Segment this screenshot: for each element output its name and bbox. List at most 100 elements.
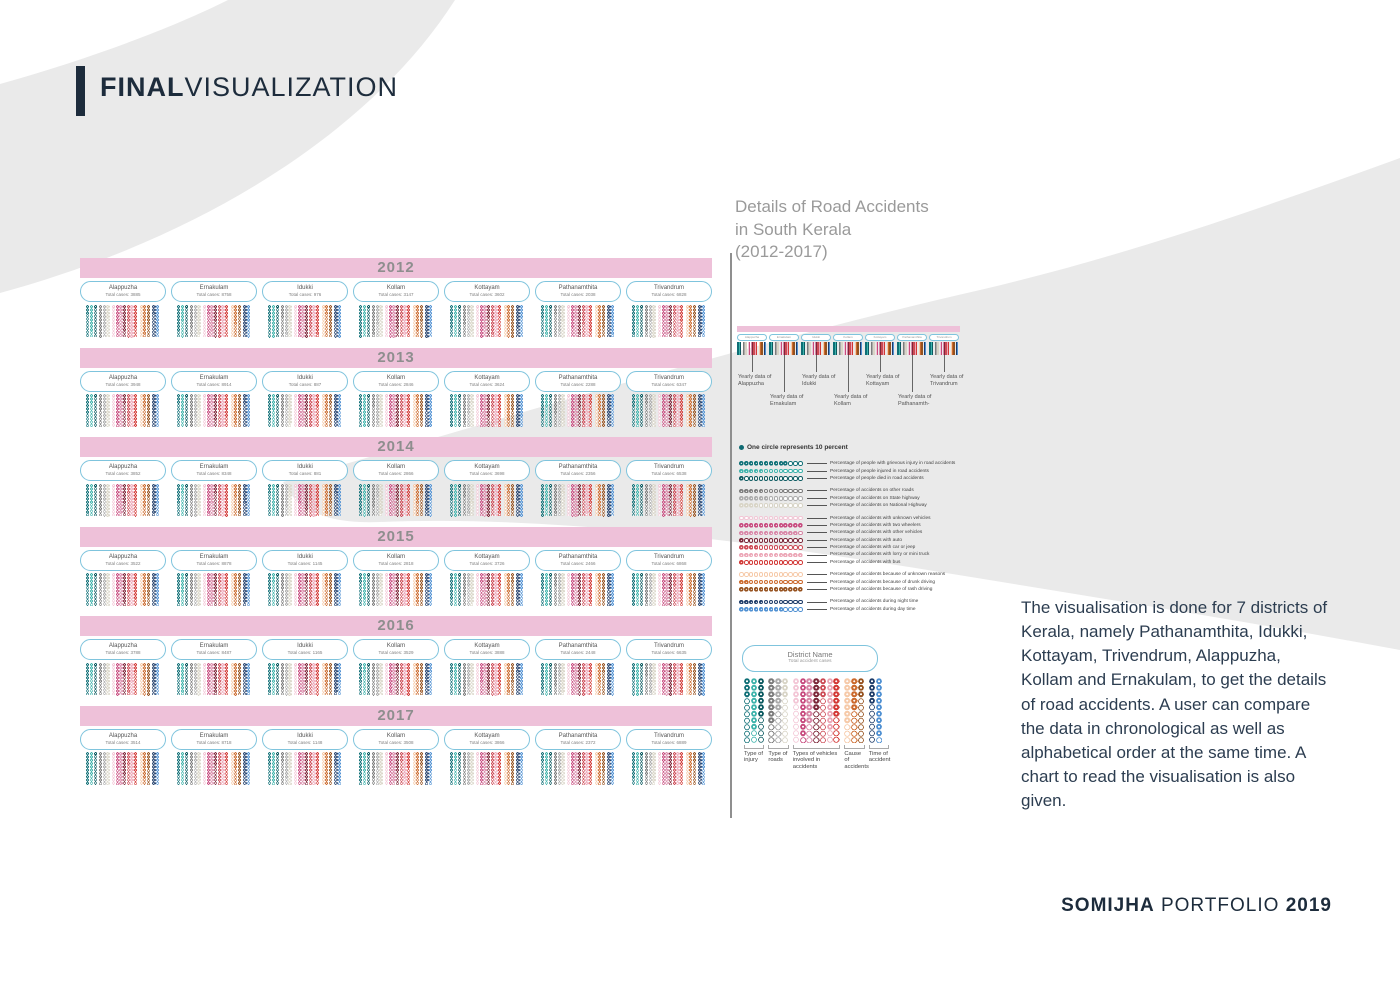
dot-outline-segment xyxy=(193,761,197,785)
dot-grid xyxy=(535,394,621,427)
dot-filled-segment xyxy=(598,483,602,510)
dot-filled-segment xyxy=(293,573,298,577)
dot-filled-segment xyxy=(305,662,309,683)
dot-column xyxy=(669,304,673,338)
dot-filled-segment xyxy=(466,483,470,514)
legend-row: Percentage of accidents with car or jeep xyxy=(739,544,949,551)
dot-filled-segment xyxy=(338,662,342,683)
legend-circle xyxy=(748,461,754,466)
dot-filled-segment xyxy=(657,752,662,756)
dot-filled-segment xyxy=(574,752,578,762)
dot-column xyxy=(210,662,214,696)
dot-filled-segment xyxy=(632,304,636,335)
dot-grid xyxy=(80,304,166,338)
dot-column xyxy=(366,662,370,696)
dot-outline-segment xyxy=(692,761,697,785)
dot-column xyxy=(156,573,160,606)
district-card-label: Kollam Total cases: 2818 xyxy=(353,549,439,571)
dot-outline-segment xyxy=(661,688,665,696)
dot-column xyxy=(321,573,325,606)
dot-outline-segment xyxy=(639,755,643,785)
dot-filled-segment xyxy=(578,662,582,679)
dot-column xyxy=(429,662,433,696)
district-total-cases: Total cases: 3885 xyxy=(105,292,141,298)
dot-column xyxy=(301,394,305,427)
legend-circle xyxy=(748,476,754,481)
dot-outline-segment xyxy=(680,692,684,696)
dot-filled-segment xyxy=(692,573,697,590)
dot-column xyxy=(379,752,383,785)
dot-outline-segment xyxy=(632,334,636,338)
dot-outline-segment xyxy=(293,755,298,785)
district-card-label: Ernakulam Total cases: 8487 xyxy=(171,639,257,660)
district-total-cases: Total cases: 1148 xyxy=(287,739,323,745)
legend-circle xyxy=(743,607,749,612)
dot-column xyxy=(293,573,298,606)
legend-circle xyxy=(773,552,779,558)
dot-outline-segment xyxy=(494,423,498,427)
dot-column xyxy=(375,662,379,696)
dot-outline-segment xyxy=(689,771,693,785)
dot-outline-segment xyxy=(184,665,188,696)
dot-outline-segment xyxy=(247,420,251,427)
legend-circle xyxy=(768,537,774,543)
dot-column xyxy=(407,662,411,696)
dot-outline-segment xyxy=(594,755,598,785)
legend-circle xyxy=(743,560,749,565)
dot-column xyxy=(123,483,127,517)
dot-filled-segment xyxy=(359,662,363,683)
legend-row: Percentage of accidents with bus xyxy=(739,559,949,566)
dot-filled-segment xyxy=(247,573,251,593)
dot-outline-segment xyxy=(247,493,251,517)
dot-column xyxy=(463,483,467,517)
dot-filled-segment xyxy=(554,483,558,514)
dot-column xyxy=(375,752,379,785)
dot-filled-segment xyxy=(379,662,383,686)
dot-filled-segment xyxy=(379,573,383,587)
legend-circle xyxy=(739,599,744,605)
legend-circle xyxy=(773,537,779,543)
dot-column xyxy=(214,304,218,338)
dot-outline-segment xyxy=(123,775,127,785)
dot-column xyxy=(450,304,454,338)
mini-color-bar xyxy=(802,341,804,355)
dot-outline-segment xyxy=(139,755,143,785)
dot-filled-segment xyxy=(221,662,225,673)
dot-filled-segment xyxy=(111,483,116,487)
dot-column xyxy=(490,662,494,696)
dot-filled-segment xyxy=(611,483,615,507)
dot-outline-segment xyxy=(396,771,400,785)
dot-outline-segment xyxy=(672,513,676,517)
dot-outline-segment xyxy=(247,592,251,606)
dot-filled-segment xyxy=(672,573,676,587)
dot-filled-segment xyxy=(453,752,458,762)
district-name: Kottayam xyxy=(474,374,500,381)
dot-outline-segment xyxy=(416,675,420,696)
dot-filled-segment xyxy=(288,304,292,325)
dot-filled-segment xyxy=(328,394,333,404)
dot-filled-segment xyxy=(362,394,367,427)
dot-column xyxy=(210,394,214,427)
dot-filled-segment xyxy=(487,573,491,590)
dot-column xyxy=(316,662,320,696)
dot-filled-segment xyxy=(639,573,643,577)
dot-column xyxy=(288,752,292,785)
dot-filled-segment xyxy=(392,662,396,683)
mini-color-bar xyxy=(749,341,751,355)
dot-outline-segment xyxy=(230,576,234,606)
legend-circle xyxy=(793,587,798,592)
dot-outline-segment xyxy=(676,675,680,696)
dot-filled-segment xyxy=(689,483,693,500)
dot-filled-segment xyxy=(134,573,138,600)
district-card: Idukki Total cases: 1165 xyxy=(262,639,348,696)
mini-color-bar xyxy=(870,341,872,355)
dot-outline-segment xyxy=(702,423,706,427)
legend-connector-line xyxy=(807,490,827,492)
dot-outline-segment xyxy=(268,765,272,785)
dot-filled-segment xyxy=(305,483,309,510)
legend-circle xyxy=(788,537,793,543)
dot-column xyxy=(416,483,420,517)
dot-outline-segment xyxy=(379,685,383,696)
dot-column xyxy=(111,573,116,606)
dot-column xyxy=(180,394,185,427)
